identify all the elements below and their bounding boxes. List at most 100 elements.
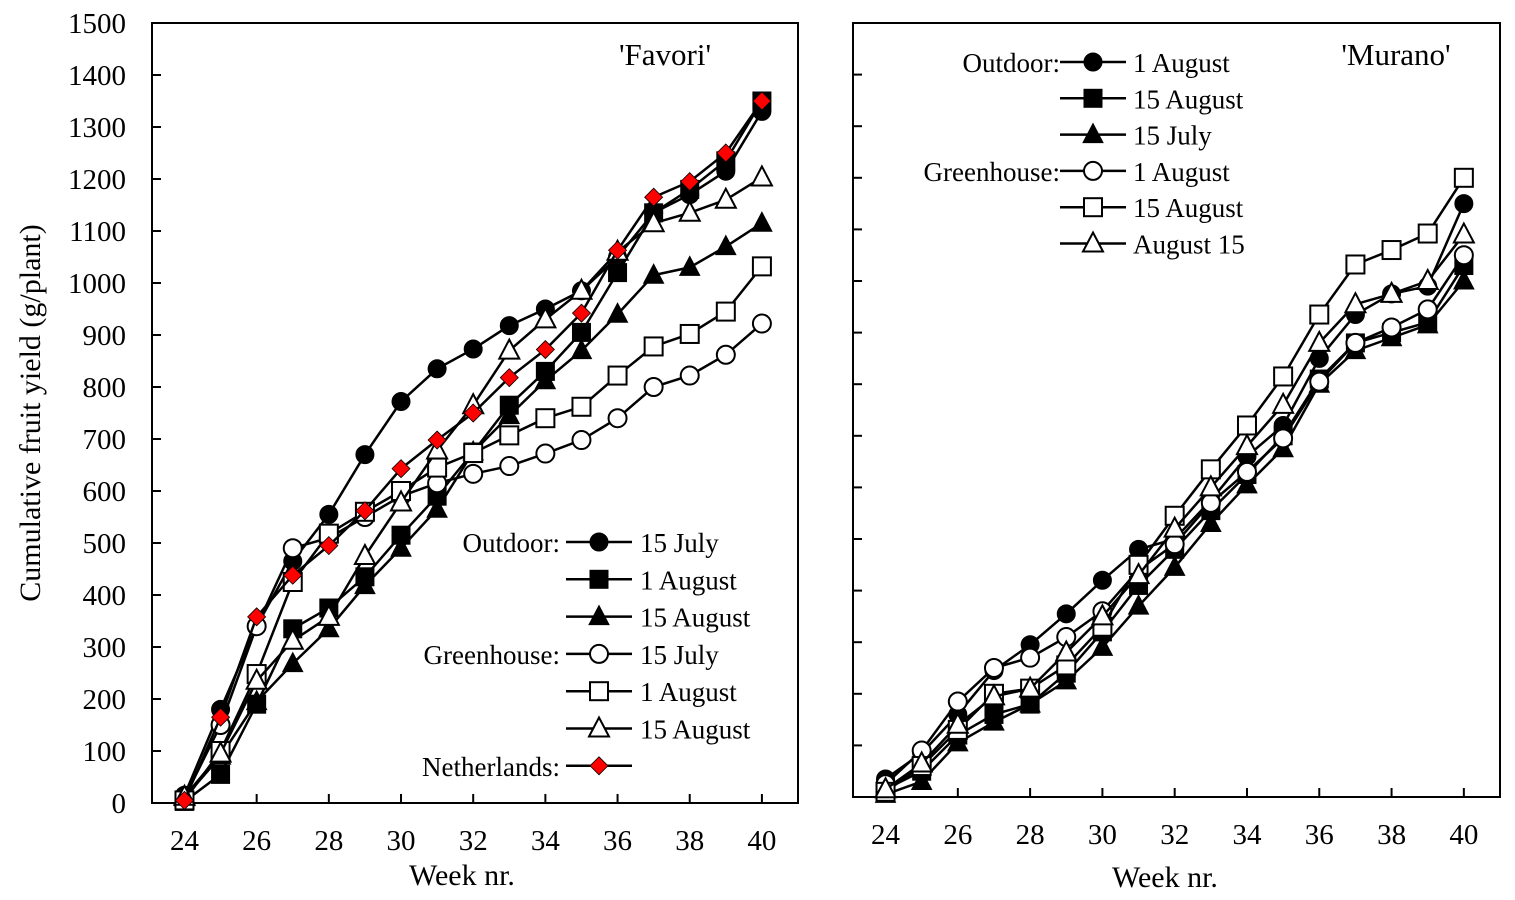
favori-x-tick-label: 34 bbox=[531, 825, 561, 857]
murano-series-6-point bbox=[1416, 267, 1440, 290]
murano-series-5-point bbox=[1309, 304, 1330, 325]
murano-series-3-point bbox=[1019, 692, 1041, 713]
favori-y-tick-label: 600 bbox=[83, 476, 127, 508]
murano-series-3-point bbox=[946, 730, 969, 752]
favori-series-2-point bbox=[608, 263, 628, 283]
favori-series-4-point bbox=[535, 443, 556, 464]
favori-y-tick-label: 800 bbox=[83, 372, 127, 404]
murano-series-6-point bbox=[1018, 675, 1042, 698]
favori-series-6-point bbox=[317, 603, 341, 626]
murano-series-6-point bbox=[1307, 329, 1331, 352]
favori-legend-series-label: 1 August bbox=[640, 677, 737, 707]
favori-series-6-point bbox=[245, 667, 269, 690]
favori-series-7-point bbox=[391, 459, 411, 479]
favori-legend-group-label: Outdoor: bbox=[463, 528, 561, 558]
favori-series-6-point bbox=[281, 627, 305, 650]
favori-legend-marker bbox=[589, 681, 609, 702]
murano-legend-marker bbox=[1081, 230, 1105, 253]
favori-series-3-point bbox=[426, 497, 448, 518]
favori-legend-marker bbox=[589, 756, 609, 776]
favori-series-7-point bbox=[644, 187, 664, 207]
favori-series-1-point bbox=[427, 359, 447, 379]
favori-series-1-point bbox=[499, 316, 519, 336]
favori-series-5-point bbox=[463, 443, 484, 464]
favori-y-tick-label: 1500 bbox=[68, 8, 126, 40]
favori-series-5-point bbox=[571, 396, 592, 417]
favori-series-3-point bbox=[606, 302, 629, 323]
murano-legend-marker bbox=[1082, 122, 1104, 144]
murano-series-6-point bbox=[1199, 474, 1223, 497]
murano-series-6-point bbox=[1235, 432, 1259, 456]
favori-series-3-point bbox=[678, 255, 701, 276]
favori-legend-series-label: 15 July bbox=[640, 640, 719, 670]
favori-series-7-point bbox=[319, 536, 339, 556]
favori-series-3-point bbox=[534, 368, 557, 390]
murano-legend-series-label: 15 July bbox=[1133, 121, 1212, 151]
favori-series-7-point bbox=[283, 565, 303, 585]
favori-legend: Outdoor: 15 July 1 August 15 August Greenhou… bbox=[422, 528, 751, 782]
favori-series-5-point bbox=[715, 301, 736, 322]
favori-series-4-point bbox=[499, 456, 520, 477]
murano-x-tick-label: 34 bbox=[1232, 819, 1262, 851]
favori-series-4-point bbox=[715, 344, 736, 365]
murano-legend: Outdoor: 1 August 15 August 15 July Greenhou… bbox=[924, 48, 1245, 260]
favori-x-tick-label: 36 bbox=[603, 825, 632, 857]
favori-series-6-point bbox=[389, 489, 413, 512]
favori-series-5-point bbox=[751, 256, 772, 277]
favori-legend-marker bbox=[589, 643, 609, 664]
favori-legend-marker bbox=[588, 604, 610, 626]
favori-series-6-point bbox=[750, 164, 774, 187]
murano-series-1-point bbox=[1092, 570, 1112, 590]
favori-y-axis-label: Cumulative fruit yield (g/plant) bbox=[14, 224, 47, 601]
murano-series-4-point bbox=[1345, 332, 1366, 353]
favori-legend-marker bbox=[587, 715, 611, 738]
favori-x-tick-label: 38 bbox=[675, 825, 704, 857]
favori-series-6-point bbox=[208, 740, 233, 763]
favori-series-6-point bbox=[678, 199, 702, 222]
murano-series-6-point bbox=[910, 750, 934, 773]
favori-series-6-point bbox=[569, 277, 594, 300]
murano-series-6-point bbox=[1379, 280, 1404, 303]
favori-series-7-point bbox=[463, 403, 483, 423]
murano-series-4-point bbox=[947, 691, 968, 712]
murano-x-tick-label: 28 bbox=[1016, 819, 1045, 851]
murano-legend-marker bbox=[1083, 160, 1103, 181]
favori-y-tick-label: 200 bbox=[83, 684, 127, 716]
murano-series-6-point bbox=[982, 683, 1006, 706]
murano-series-3-point bbox=[983, 710, 1005, 731]
murano-legend-marker bbox=[1083, 197, 1103, 218]
favori-series-6-point bbox=[714, 186, 738, 209]
favori-series-5-point bbox=[499, 425, 520, 446]
favori-series-5-point bbox=[607, 365, 628, 386]
favori-series-4-point bbox=[571, 430, 592, 451]
favori-legend-marker bbox=[589, 532, 609, 552]
favori-x-axis-label: Week nr. bbox=[409, 859, 515, 892]
murano-legend-series-label: August 15 bbox=[1133, 230, 1245, 260]
murano-legend-series-label: 15 August bbox=[1133, 193, 1244, 223]
murano-series-6-point bbox=[1343, 291, 1368, 314]
murano-series-6-point bbox=[1054, 639, 1078, 662]
favori-series-3-point bbox=[570, 338, 593, 360]
favori-series-4-point bbox=[679, 365, 700, 386]
favori-series-7-point bbox=[752, 91, 772, 111]
favori-legend-series-label: 15 August bbox=[640, 603, 751, 633]
favori-y-tick-label: 300 bbox=[83, 632, 127, 664]
murano-series-3-point bbox=[1236, 472, 1258, 494]
favori-series-1-point bbox=[391, 392, 411, 412]
murano-x-tick-label: 26 bbox=[943, 819, 972, 851]
murano-x-tick-label: 36 bbox=[1305, 819, 1334, 851]
favori-series-3-point bbox=[714, 234, 737, 256]
favori-plot-frame bbox=[151, 22, 799, 804]
murano-series-5-point bbox=[1345, 254, 1366, 275]
favori-series-4-point bbox=[643, 377, 664, 397]
favori-series-4-point bbox=[751, 313, 772, 334]
favori-x-tick-label: 30 bbox=[387, 825, 416, 857]
murano-series-5-point bbox=[1381, 240, 1402, 261]
favori-series-7-point bbox=[174, 790, 195, 810]
favori-x-tick-label: 24 bbox=[170, 825, 200, 857]
favori-series-3-line bbox=[183, 222, 763, 799]
favori-series-3-point bbox=[281, 651, 304, 673]
favori-series-3-point bbox=[354, 573, 376, 595]
favori-series-7-point bbox=[571, 303, 592, 323]
